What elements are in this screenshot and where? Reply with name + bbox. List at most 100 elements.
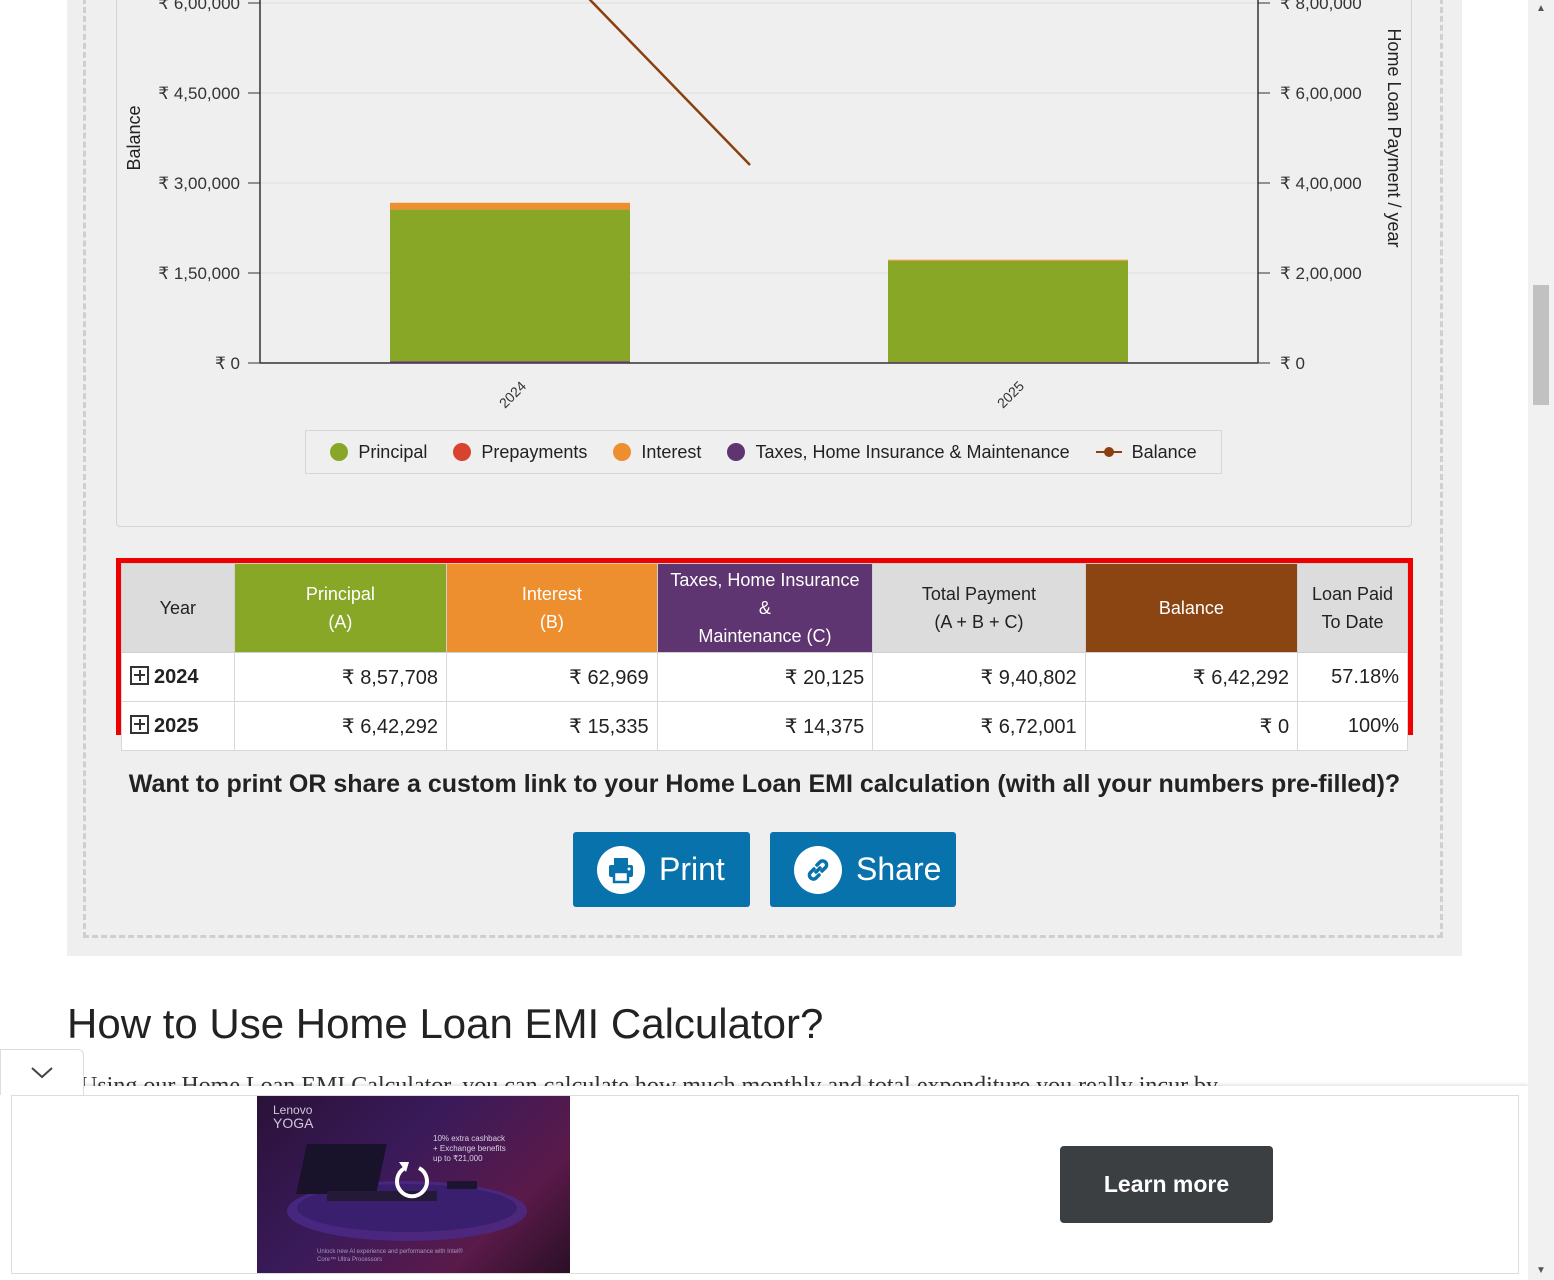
legend-label: Principal	[358, 441, 428, 462]
column-header: Total Payment (A + B + C)	[872, 563, 1086, 653]
balance-cell: ₹ 0	[1084, 701, 1299, 751]
column-header-line1: Year	[159, 598, 196, 618]
expand-plus-icon[interactable]	[130, 714, 149, 734]
bar-interest	[888, 259, 1128, 261]
column-header: Year	[121, 563, 235, 653]
ad-offer: 10% extra cashback + Exchange benefits u…	[433, 1134, 506, 1164]
bottom-ad-banner	[0, 1086, 1528, 1280]
taxes-cell: ₹ 14,375	[656, 701, 874, 751]
legend-label: Taxes, Home Insurance & Maintenance	[755, 441, 1070, 462]
right-tick-label: ₹ 8,00,000	[1280, 0, 1362, 13]
taxes-cell: ₹ 20,125	[656, 652, 874, 702]
scroll-up-arrow-icon[interactable]: ▲	[1536, 3, 1546, 14]
year-label: 2025	[154, 714, 199, 737]
left-tick-label: ₹ 0	[215, 354, 240, 373]
bar-taxes	[390, 361, 630, 363]
share-question: Want to print OR share a custom link to …	[128, 770, 1401, 798]
column-header-line1: Loan Paid	[1311, 584, 1394, 604]
expand-plus-icon[interactable]	[130, 665, 149, 685]
column-header-line2: To Date	[1321, 612, 1384, 632]
ad-brand: Lenovo YOGA	[273, 1103, 314, 1131]
table-row: 2024 ₹ 8,57,708 ₹ 62,969 ₹ 20,125 ₹ 9,40,802…	[121, 652, 1408, 702]
calculator-dashed-border	[83, 0, 1443, 938]
legend-label: Prepayments	[481, 441, 588, 462]
column-header-line1: Principal	[305, 584, 375, 604]
right-tick-label: ₹ 4,00,000	[1280, 174, 1362, 193]
year-cell[interactable]: 2024	[121, 652, 235, 702]
ad-collapse-toggle[interactable]	[0, 1049, 84, 1095]
column-header-line1: Interest	[521, 584, 582, 604]
share-button[interactable]: Share	[770, 832, 956, 907]
section-heading: How to Use Home Loan EMI Calculator?	[67, 1000, 824, 1047]
legend-item[interactable]: Principal	[330, 442, 427, 463]
right-tick-label: ₹ 6,00,000	[1280, 84, 1362, 103]
ad-brand-line2: YOGA	[273, 1115, 314, 1131]
legend-line-icon	[1095, 447, 1122, 457]
column-header: Interest (B)	[446, 563, 658, 653]
total-cell: ₹ 9,40,802	[872, 652, 1086, 702]
ad-offer-line2: + Exchange benefits	[433, 1144, 506, 1153]
left-tick-label: ₹ 1,50,000	[158, 264, 240, 283]
balance-line	[588, 0, 751, 166]
legend-item[interactable]: Taxes, Home Insurance & Maintenance	[727, 441, 1070, 463]
schedule-table-wrapper: Year Principal (A) Interest (B) Taxes, Home I…	[116, 558, 1413, 751]
link-icon	[794, 845, 842, 894]
legend-dot-icon	[330, 443, 349, 461]
bar-taxes	[888, 362, 1128, 363]
x-tick-label: 2025	[994, 378, 1027, 411]
total-cell: ₹ 6,72,001	[872, 701, 1086, 751]
right-tick-label: ₹ 0	[1280, 354, 1305, 373]
principal-cell: ₹ 6,42,292	[233, 701, 448, 751]
left-axis-title: Balance	[124, 105, 144, 170]
column-header-line2: (A + B + C)	[934, 612, 1024, 632]
chart-legend: Principal Prepayments Interest Taxes, Home …	[305, 430, 1222, 474]
ad-image[interactable]: Lenovo YOGA 10% extra cashback + Exchang…	[257, 1096, 570, 1273]
scrollbar-thumb[interactable]	[1533, 285, 1549, 405]
legend-dot-icon	[613, 443, 632, 461]
legend-label: Balance	[1131, 441, 1197, 462]
emi-chart: ₹ 0 ₹ 1,50,000 ₹ 3,00,000 ₹ 4,50,000 ₹ 6,00,…	[124, 0, 1404, 411]
principal-cell: ₹ 8,57,708	[233, 652, 448, 702]
paid-cell: 57.18%	[1297, 652, 1408, 702]
printer-icon	[597, 845, 645, 894]
replay-icon[interactable]	[393, 1158, 433, 1202]
vertical-scrollbar[interactable]: ▲ ▼	[1528, 0, 1554, 1280]
learn-more-button[interactable]: Learn more	[1060, 1146, 1273, 1223]
legend-dot-icon	[453, 443, 472, 461]
share-label: Share	[856, 851, 942, 887]
left-tick-label: ₹ 4,50,000	[158, 84, 240, 103]
table-row: 2025 ₹ 6,42,292 ₹ 15,335 ₹ 14,375 ₹ 6,72,001…	[121, 701, 1408, 751]
right-tick-label: ₹ 2,00,000	[1280, 264, 1362, 283]
column-header-line1: Taxes, Home Insurance &	[670, 570, 860, 618]
legend-item[interactable]: Interest	[613, 442, 701, 463]
ad-brand-line1: Lenovo	[273, 1103, 313, 1117]
legend-item[interactable]: Balance	[1095, 441, 1197, 463]
schedule-table: Year Principal (A) Interest (B) Taxes, Home I…	[121, 563, 1408, 751]
left-tick-label: ₹ 3,00,000	[158, 174, 240, 193]
column-header: Balance	[1084, 563, 1299, 653]
ad-offer-line3: up to ₹21,000	[433, 1154, 483, 1163]
ad-frame	[11, 1095, 1519, 1274]
ad-footnote: Unlock new AI experience and performance…	[317, 1249, 463, 1263]
column-header-line1: Balance	[1158, 598, 1224, 618]
column-header-line2: (B)	[539, 612, 564, 632]
legend-item[interactable]: Prepayments	[453, 442, 587, 463]
legend-label: Interest	[641, 441, 702, 462]
column-header-line2: Maintenance (C)	[698, 626, 832, 646]
column-header-line2: (A)	[328, 612, 353, 632]
ad-offer-line1: 10% extra cashback	[433, 1134, 506, 1143]
chevron-down-icon	[31, 1066, 53, 1078]
right-axis-title: Home Loan Payment / year	[1384, 28, 1404, 247]
interest-cell: ₹ 62,969	[446, 652, 658, 702]
year-label: 2024	[154, 665, 199, 688]
print-button[interactable]: Print	[573, 832, 750, 907]
ad-laptop-graphic	[287, 1144, 527, 1241]
left-tick-label: ₹ 6,00,000	[158, 0, 240, 13]
paid-cell: 100%	[1297, 701, 1408, 751]
bar-principal	[888, 260, 1128, 363]
bar-interest	[390, 202, 630, 210]
year-cell[interactable]: 2025	[121, 701, 235, 751]
scroll-down-arrow-icon[interactable]: ▼	[1536, 1265, 1546, 1276]
column-header: Loan Paid To Date	[1297, 563, 1408, 653]
print-label: Print	[659, 851, 725, 887]
